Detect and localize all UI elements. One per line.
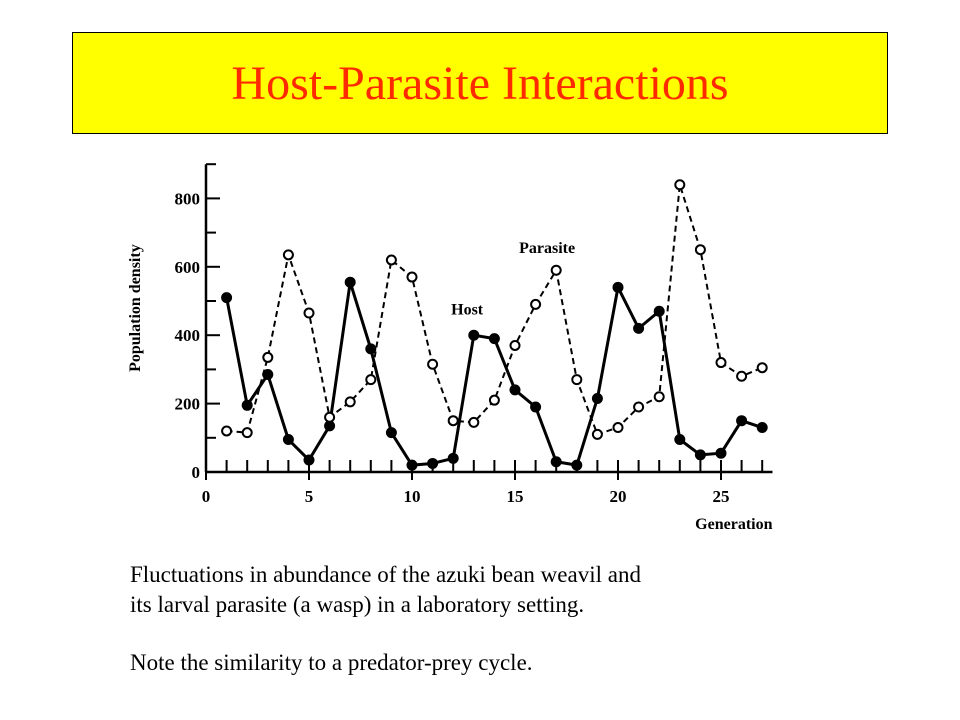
data-point-parasite [344, 396, 356, 408]
data-point-parasite [633, 401, 645, 413]
data-point-host [653, 305, 665, 317]
data-point-host [674, 434, 686, 446]
data-point-parasite [571, 374, 583, 386]
y-tick-label: 0 [192, 463, 201, 482]
data-point-parasite [694, 244, 706, 256]
data-point-host [385, 427, 397, 439]
caption-note: Note the similarity to a predator-prey c… [130, 650, 533, 675]
data-point-parasite [674, 179, 686, 191]
data-point-parasite [365, 374, 377, 386]
data-point-parasite [612, 422, 624, 434]
data-point-parasite [303, 307, 315, 319]
data-point-host [282, 434, 294, 446]
x-tick-label: 20 [610, 487, 627, 506]
x-tick-label: 0 [202, 487, 211, 506]
data-point-parasite [468, 416, 480, 428]
caption: Fluctuations in abundance of the azuki b… [130, 560, 890, 620]
y-tick-label: 800 [175, 189, 201, 208]
x-tick-label: 15 [507, 487, 524, 506]
data-point-parasite [530, 298, 542, 310]
data-point-parasite [550, 264, 562, 276]
series-label-parasite: Parasite [519, 240, 575, 257]
data-point-host [612, 281, 624, 293]
caption-line-2: its larval parasite (a wasp) in a labora… [130, 592, 585, 617]
data-point-host [468, 329, 480, 341]
data-point-host [550, 456, 562, 468]
y-tick-label: 400 [175, 326, 201, 345]
slide-title: Host-Parasite Interactions [231, 56, 729, 110]
data-point-parasite [427, 358, 439, 370]
data-point-parasite [282, 249, 294, 261]
data-point-parasite [488, 394, 500, 406]
x-tick-label: 25 [713, 487, 730, 506]
data-point-parasite [406, 271, 418, 283]
caption-line-1: Fluctuations in abundance of the azuki b… [130, 562, 641, 587]
y-tick-label: 600 [175, 258, 201, 277]
data-point-host [509, 384, 521, 396]
data-point-host [530, 401, 542, 413]
data-point-parasite [241, 427, 253, 439]
series-label-host: Host [451, 302, 484, 319]
x-tick-label: 5 [305, 487, 314, 506]
data-point-host [488, 333, 500, 345]
data-point-parasite [591, 428, 603, 440]
data-point-host [736, 415, 748, 427]
data-point-parasite [262, 351, 274, 363]
y-tick-label: 200 [175, 395, 201, 414]
data-point-host [365, 343, 377, 355]
data-point-parasite [715, 357, 727, 369]
series-line-parasite [226, 183, 763, 436]
data-point-parasite [385, 254, 397, 266]
data-point-parasite [324, 411, 336, 423]
data-point-parasite [221, 425, 233, 437]
data-point-host [303, 454, 315, 466]
data-point-host [221, 292, 233, 304]
data-point-parasite [509, 339, 521, 351]
data-point-host [447, 452, 459, 464]
data-point-parasite [736, 370, 748, 382]
data-point-host [241, 399, 253, 411]
data-point-host [406, 459, 418, 471]
x-axis-label: Generation [695, 516, 772, 530]
data-point-parasite [653, 391, 665, 403]
data-point-host [591, 392, 603, 404]
population-chart: 0 5 10 15 20 25 0 200 400 600 800 Generation Populat… [127, 163, 773, 530]
data-point-host [427, 457, 439, 469]
data-point-host [571, 459, 583, 471]
x-tick-label: 10 [404, 487, 421, 506]
data-point-host [715, 447, 727, 459]
data-point-host [694, 449, 706, 461]
title-banner: Host-Parasite Interactions [72, 32, 888, 134]
data-point-parasite [447, 415, 459, 427]
data-point-host [756, 422, 768, 434]
data-point-parasite [756, 362, 768, 374]
y-axis-label: Population density [127, 244, 144, 372]
data-point-host [344, 276, 356, 288]
data-point-host [633, 322, 645, 334]
